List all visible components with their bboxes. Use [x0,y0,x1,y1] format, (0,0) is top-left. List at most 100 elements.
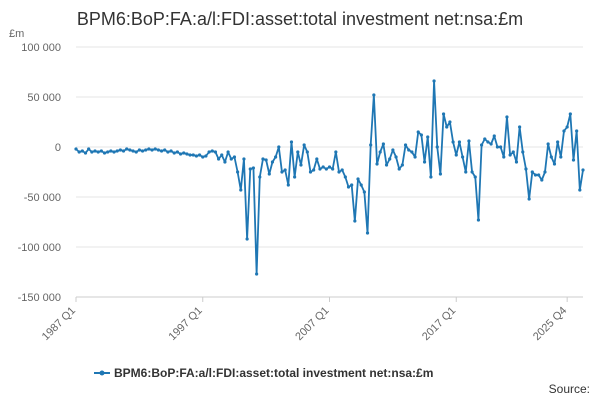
data-point[interactable] [375,162,379,166]
data-point[interactable] [571,158,576,162]
data-point[interactable] [391,148,395,152]
data-point[interactable] [530,170,534,174]
data-point[interactable] [321,165,325,169]
data-point[interactable] [327,165,332,169]
data-point[interactable] [128,148,132,152]
data-point[interactable] [457,140,462,144]
data-point[interactable] [213,150,218,154]
data-point[interactable] [397,167,401,171]
data-point[interactable] [388,157,392,161]
data-point[interactable] [369,143,373,147]
data-point[interactable] [74,147,78,151]
data-point[interactable] [441,112,446,116]
data-point[interactable] [125,147,129,151]
data-point[interactable] [277,145,281,149]
data-point[interactable] [318,167,322,171]
data-point[interactable] [207,150,211,154]
data-point[interactable] [533,173,538,177]
data-point[interactable] [77,150,81,154]
data-point[interactable] [521,150,525,154]
data-point[interactable] [286,183,290,187]
data-point[interactable] [229,157,233,161]
data-point[interactable] [518,125,522,129]
data-point[interactable] [96,150,100,154]
data-point[interactable] [378,150,382,154]
data-point[interactable] [562,129,566,133]
data-point[interactable] [460,155,465,159]
data-point[interactable] [384,163,389,167]
data-point[interactable] [163,148,167,152]
data-point[interactable] [140,149,145,153]
data-point[interactable] [565,125,569,129]
data-point[interactable] [359,183,363,187]
data-point[interactable] [99,149,103,153]
data-point[interactable] [153,147,157,151]
data-point[interactable] [299,163,303,167]
data-point[interactable] [137,148,141,152]
data-point[interactable] [381,142,385,146]
data-point[interactable] [422,160,427,164]
data-point[interactable] [197,153,202,157]
data-point[interactable] [575,129,579,133]
data-point[interactable] [283,168,287,172]
data-point[interactable] [245,237,249,241]
data-point[interactable] [191,153,195,157]
data-point[interactable] [524,167,528,171]
data-point[interactable] [537,173,541,177]
data-point[interactable] [131,149,135,153]
data-point[interactable] [255,272,259,276]
data-point[interactable] [451,140,455,144]
data-point[interactable] [261,157,265,161]
data-point[interactable] [293,175,297,179]
data-point[interactable] [134,150,138,154]
data-point[interactable] [559,155,563,159]
data-point[interactable] [467,139,471,143]
data-point[interactable] [315,157,319,161]
data-point[interactable] [410,150,414,154]
data-point[interactable] [150,148,154,152]
data-point[interactable] [432,79,436,83]
data-point[interactable] [476,218,481,222]
data-point[interactable] [502,155,506,159]
data-point[interactable] [216,157,221,161]
data-point[interactable] [549,155,553,159]
data-point[interactable] [267,172,271,176]
data-point[interactable] [201,155,205,159]
data-point[interactable] [166,150,170,154]
data-point[interactable] [403,143,408,147]
data-point[interactable] [426,135,430,139]
data-point[interactable] [178,152,183,156]
data-point[interactable] [270,160,275,164]
data-point[interactable] [438,172,443,176]
data-point[interactable] [239,188,243,192]
data-point[interactable] [419,133,423,137]
data-point[interactable] [106,150,110,154]
data-point[interactable] [552,162,557,166]
data-point[interactable] [543,170,547,174]
data-point[interactable] [499,145,503,149]
data-point[interactable] [581,168,585,172]
data-point[interactable] [90,150,94,154]
data-point[interactable] [556,140,560,144]
data-point[interactable] [169,149,173,153]
data-point[interactable] [308,170,313,174]
data-point[interactable] [454,153,458,157]
data-point[interactable] [464,170,468,174]
data-point[interactable] [232,155,237,159]
data-point[interactable] [83,151,88,155]
data-point[interactable] [242,157,246,161]
data-point[interactable] [305,150,309,154]
data-point[interactable] [175,150,179,154]
data-point[interactable] [362,190,366,194]
data-point[interactable] [489,142,493,146]
data-point[interactable] [413,155,417,159]
data-point[interactable] [540,178,544,182]
data-point[interactable] [470,170,474,174]
data-point[interactable] [486,140,490,144]
data-point[interactable] [210,149,214,153]
data-point[interactable] [337,170,341,174]
data-point[interactable] [324,167,328,171]
data-point[interactable] [220,153,224,157]
data-point[interactable] [172,151,176,155]
data-point[interactable] [118,148,122,152]
